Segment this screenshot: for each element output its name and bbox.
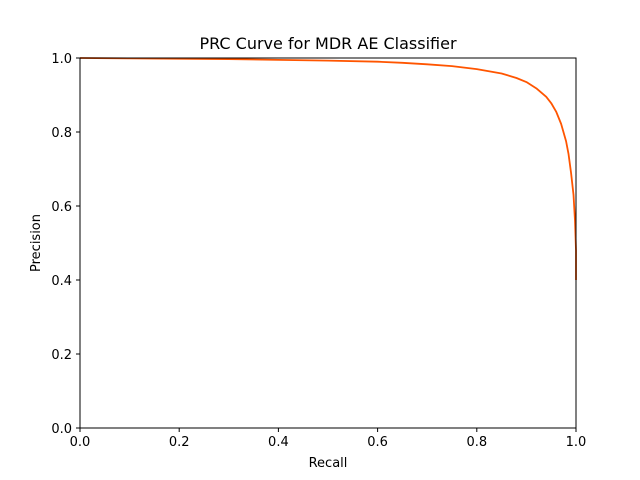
x-tick-label: 0.4 — [268, 435, 289, 450]
y-tick-label: 0.2 — [51, 348, 72, 363]
x-tick-label: 0.6 — [367, 435, 388, 450]
plot-area — [79, 57, 577, 280]
x-tick-label: 0.2 — [169, 435, 190, 450]
prc-curve-line — [79, 57, 577, 280]
y-tick-label: 0.4 — [51, 274, 72, 289]
y-axis-ticks: 0.0 0.2 0.4 0.6 0.8 1.0 — [51, 52, 80, 437]
y-tick-label: 1.0 — [51, 52, 72, 67]
x-tick-label: 0.8 — [466, 435, 487, 450]
x-axis-ticks: 0.0 0.2 0.4 0.6 0.8 1.0 — [70, 428, 587, 450]
y-tick-label: 0.0 — [51, 422, 72, 437]
y-tick-label: 0.6 — [51, 200, 72, 215]
x-tick-label: 1.0 — [566, 435, 587, 450]
x-axis-label: Recall — [309, 456, 348, 471]
y-tick-label: 0.8 — [51, 126, 72, 141]
y-axis-label: Precision — [29, 214, 44, 272]
axes-frame — [79, 57, 577, 429]
chart-title: PRC Curve for MDR AE Classifier — [199, 34, 457, 53]
x-tick-label: 0.0 — [70, 435, 91, 450]
